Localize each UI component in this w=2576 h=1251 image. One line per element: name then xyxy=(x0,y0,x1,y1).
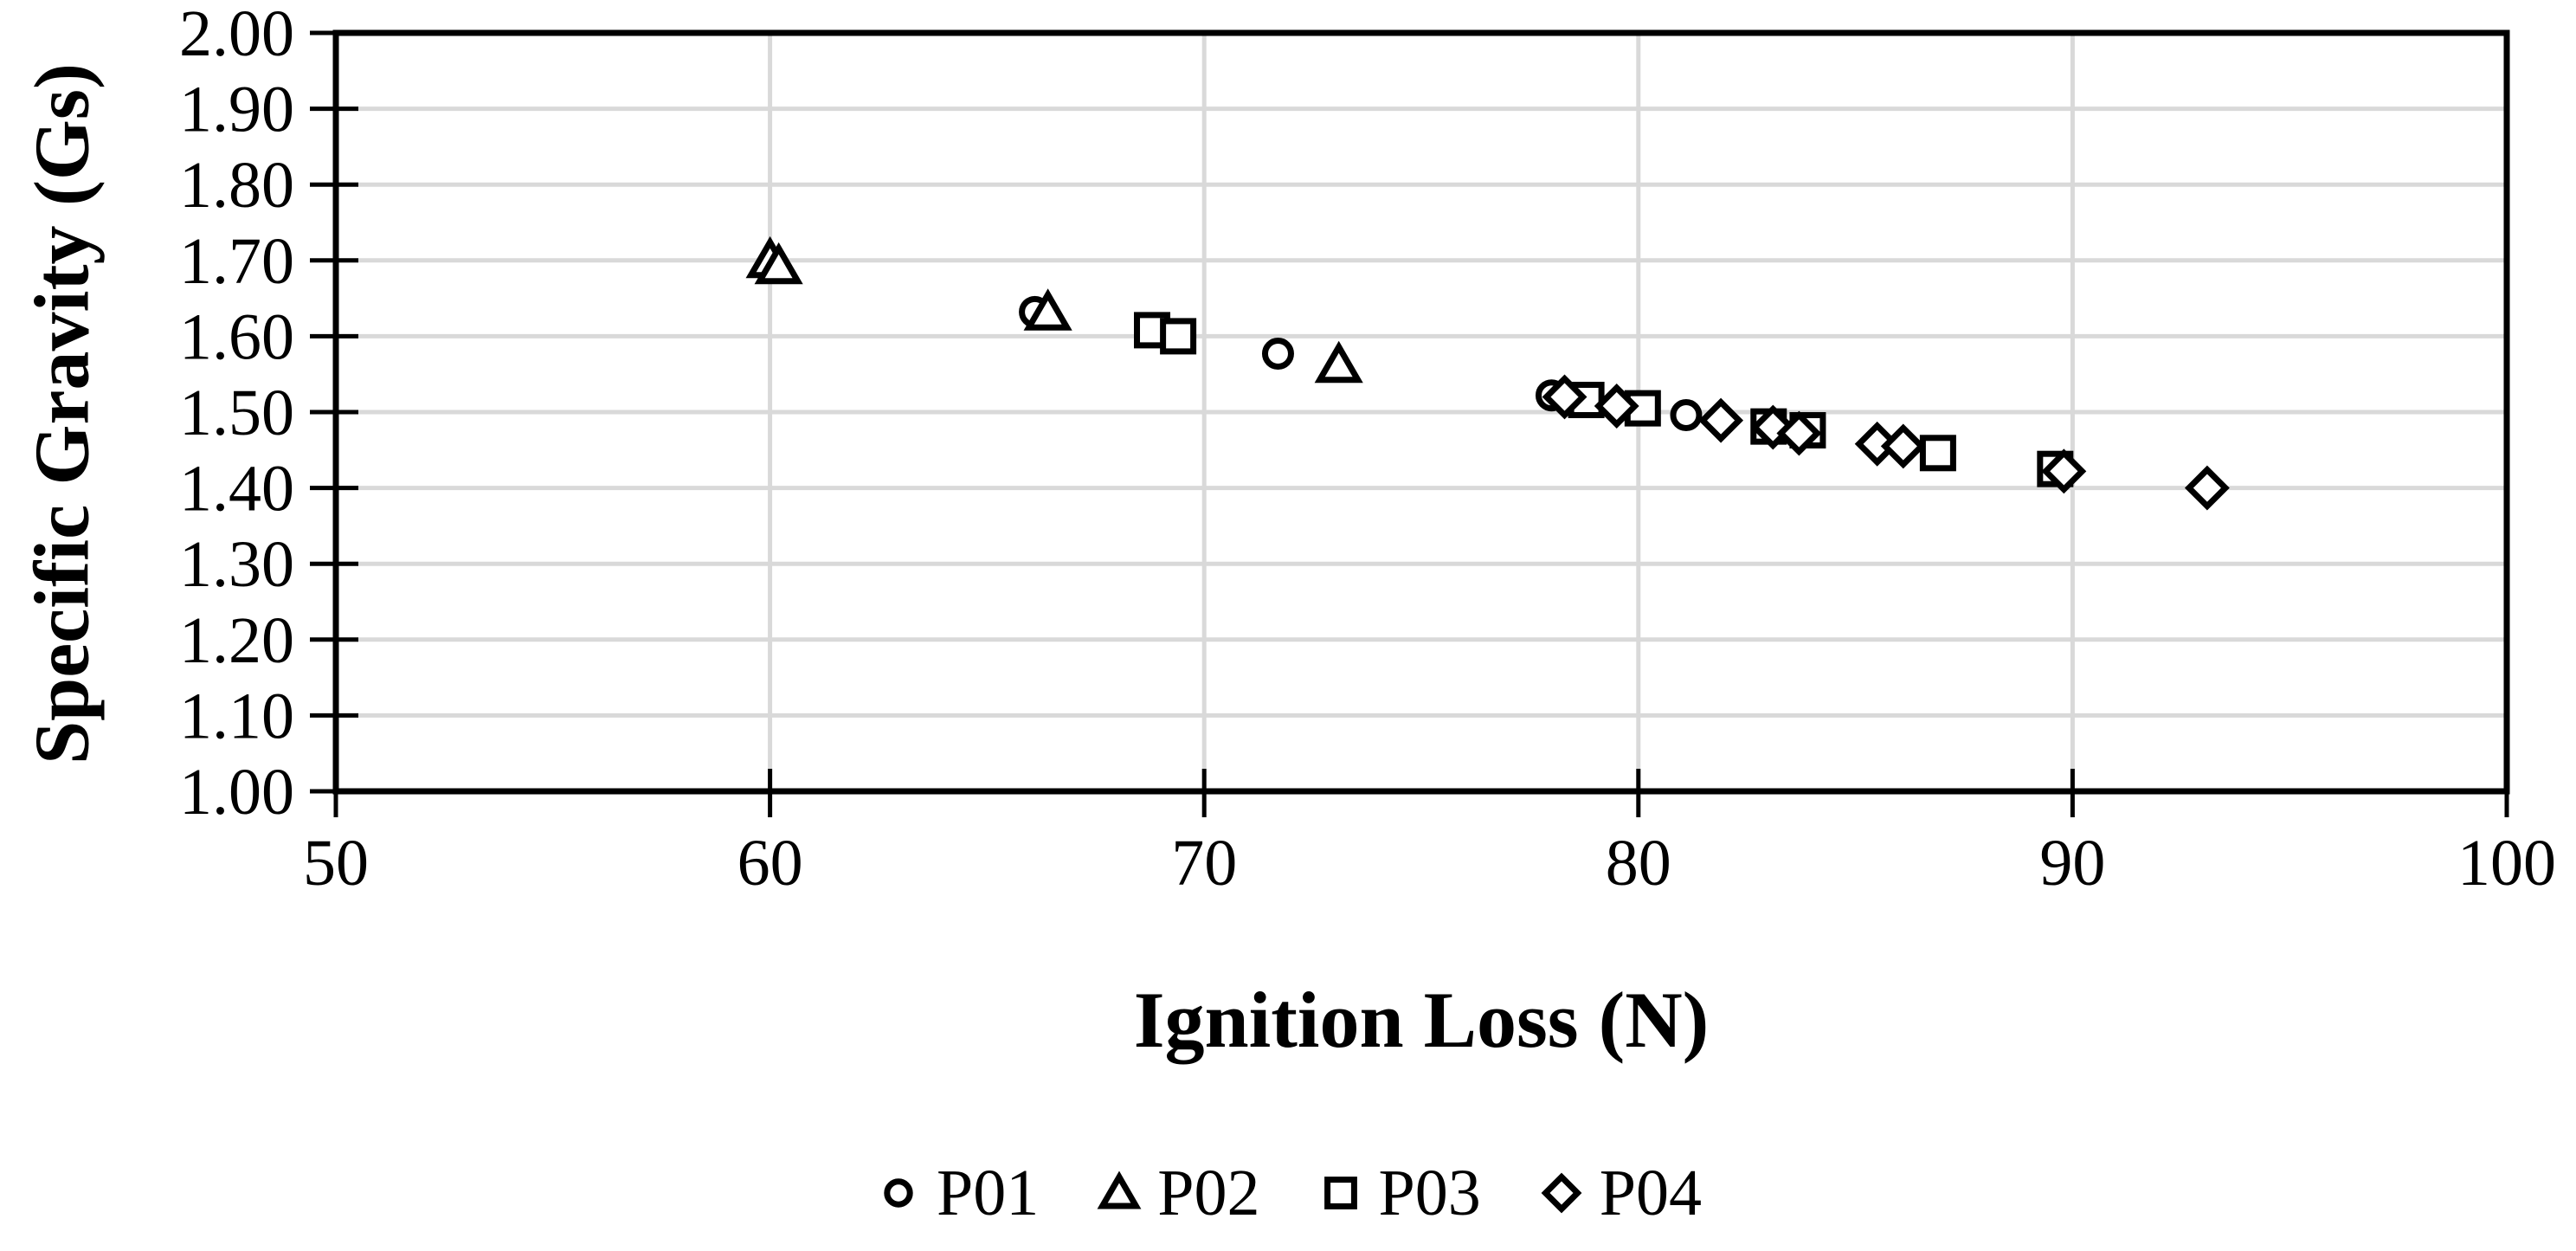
y-tick-label: 1.40 xyxy=(179,453,294,526)
legend: P01 P02 P03 P04 xyxy=(0,1141,2576,1245)
marker-p01 xyxy=(1261,338,1294,371)
marker-p04 xyxy=(2184,465,2230,511)
legend-marker-p01 xyxy=(884,1178,913,1208)
marker-p04 xyxy=(1880,423,1926,469)
legend-item-p02: P02 xyxy=(1095,1157,1260,1229)
x-tick-label: 50 xyxy=(303,827,369,900)
legend-item-p01: P01 xyxy=(874,1160,1039,1226)
legend-label-p03: P03 xyxy=(1378,1157,1481,1229)
y-tick-label: 1.70 xyxy=(179,225,294,298)
y-axis-title: Specific Gravity (Gs) xyxy=(19,63,106,764)
legend-marker-p02 xyxy=(1097,1170,1142,1209)
x-tick-label: 70 xyxy=(1171,827,1237,900)
y-tick-label: 1.20 xyxy=(179,604,294,677)
marker-p04 xyxy=(1594,384,1639,429)
triangle-legend-marker-icon xyxy=(1097,1170,1142,1209)
x-tick-label: 80 xyxy=(1606,827,1671,900)
legend-label-p01: P01 xyxy=(936,1157,1040,1229)
x-axis-title: Ignition Loss (N) xyxy=(1133,976,1710,1064)
y-tick-label: 2.00 xyxy=(179,0,294,70)
marker-p04 xyxy=(2041,448,2087,494)
marker-p04 xyxy=(1542,374,1587,420)
y-tick-label: 1.50 xyxy=(179,377,294,449)
y-tick-label: 1.10 xyxy=(179,680,294,752)
series-p02 xyxy=(745,235,1363,384)
square-legend-marker-icon xyxy=(1323,1177,1357,1209)
marker-p01 xyxy=(1670,399,1703,432)
y-tick-label: 1.30 xyxy=(179,528,294,601)
circle-legend-marker-icon xyxy=(884,1178,913,1208)
marker-p03 xyxy=(1919,435,1956,472)
axis-ticks xyxy=(310,30,2509,817)
marker-p02 xyxy=(754,242,803,285)
y-tick-label: 1.60 xyxy=(179,300,294,373)
legend-item-p04: P04 xyxy=(1537,1160,1702,1226)
y-tick-label: 1.80 xyxy=(179,149,294,222)
y-tick-label: 1.90 xyxy=(179,74,294,146)
legend-item-p03: P03 xyxy=(1317,1160,1481,1226)
gridlines xyxy=(336,33,2507,791)
series-p04 xyxy=(1542,374,2230,511)
x-tick-label: 90 xyxy=(2039,827,2105,900)
x-tick-label: 100 xyxy=(2457,827,2556,900)
marker-p04 xyxy=(1698,397,1744,443)
legend-marker-p03 xyxy=(1323,1177,1357,1209)
marker-p04 xyxy=(1776,410,1822,456)
marker-p02 xyxy=(1023,288,1072,331)
marker-p02 xyxy=(1314,340,1363,384)
marker-p04 xyxy=(1750,404,1796,450)
legend-label-p04: P04 xyxy=(1599,1157,1703,1229)
marker-p03 xyxy=(1160,318,1197,355)
diamond-legend-marker-icon xyxy=(1541,1172,1582,1214)
tick-labels: 1.001.101.201.301.401.501.601.701.801.90… xyxy=(179,0,2556,900)
legend-marker-p04 xyxy=(1541,1172,1582,1214)
legend-label-p02: P02 xyxy=(1157,1157,1260,1229)
data-points xyxy=(745,235,2230,511)
y-tick-label: 1.00 xyxy=(179,756,294,829)
x-tick-label: 60 xyxy=(737,827,803,900)
